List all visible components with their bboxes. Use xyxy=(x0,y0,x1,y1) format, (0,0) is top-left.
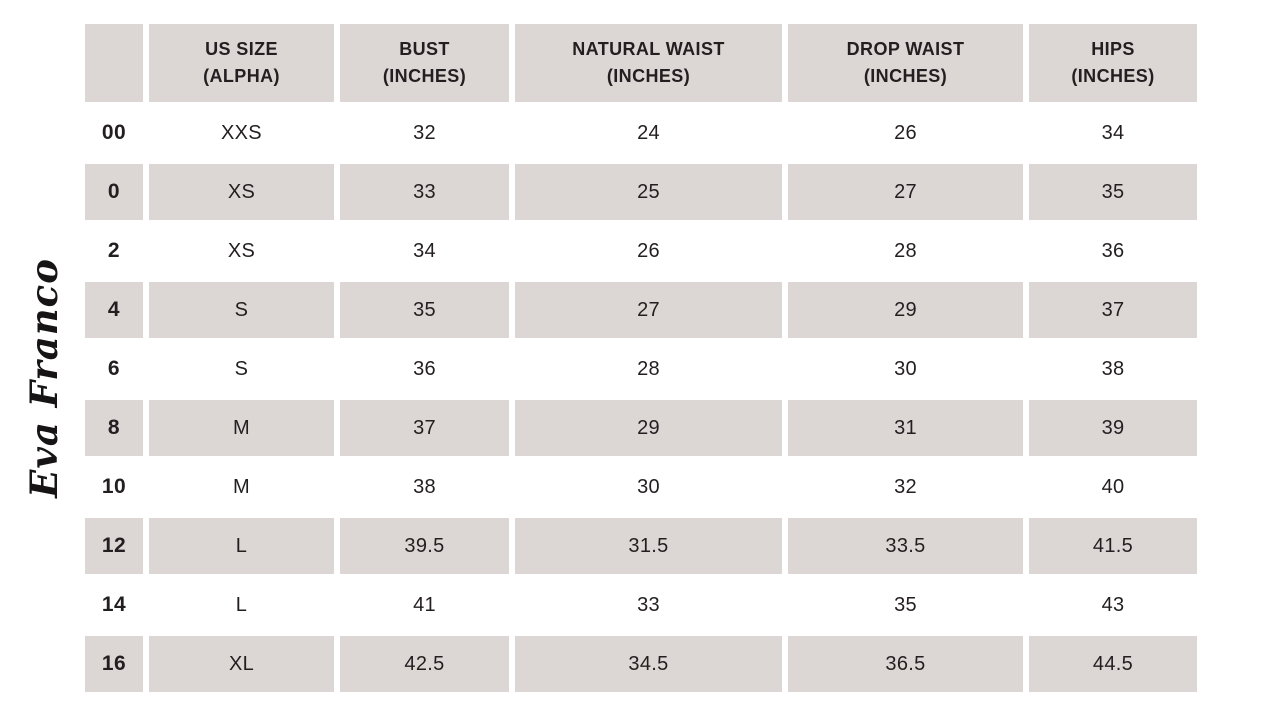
measurement-cell: M xyxy=(233,475,250,498)
measurement-cell: 34 xyxy=(413,239,436,262)
table-row: 00 XXS 32 24 26 34 xyxy=(85,105,1197,161)
table-row: 8 M 37 29 31 39 xyxy=(85,400,1197,456)
measurement-cell: 37 xyxy=(340,400,509,456)
measurement-cell: 27 xyxy=(788,164,1023,220)
measurement-cell: 32 xyxy=(413,121,436,144)
table-row: 0 XS 33 25 27 35 xyxy=(85,164,1197,220)
measurement-cell: S xyxy=(234,357,249,380)
header-row: US SIZE (ALPHA) BUST (INCHES) NATURAL WAIS… xyxy=(85,24,1197,102)
column-header: US SIZE (ALPHA) xyxy=(149,24,334,102)
table-row: 10 M 38 30 32 40 xyxy=(85,459,1197,515)
measurement-cell: XS xyxy=(227,239,256,262)
measurement-cell: XXS xyxy=(221,121,262,144)
measurement-cell: 34.5 xyxy=(515,636,782,692)
us-size-number-cell: 12 xyxy=(85,518,143,574)
measurement-cell: 38 xyxy=(413,475,436,498)
us-size-number-cell: 2 xyxy=(107,239,121,262)
measurement-cell: 25 xyxy=(515,164,782,220)
table-body: 00 XXS 32 24 26 34 0 XS 33 25 27 35 2 XS 34 26 28 36 4 S 35 2… xyxy=(85,105,1197,692)
measurement-cell: 30 xyxy=(637,475,660,498)
measurement-cell: XL xyxy=(149,636,334,692)
measurement-cell: 36 xyxy=(413,357,436,380)
size-chart-table: US SIZE (ALPHA) BUST (INCHES) NATURAL WAIS… xyxy=(79,21,1203,695)
column-header: NATURAL WAIST (INCHES) xyxy=(515,24,782,102)
column-header: BUST (INCHES) xyxy=(340,24,509,102)
measurement-cell: 44.5 xyxy=(1029,636,1197,692)
measurement-cell: 24 xyxy=(637,121,660,144)
us-size-number-cell: 6 xyxy=(107,357,121,380)
measurement-cell: 34 xyxy=(1101,121,1125,144)
us-size-number-cell: 10 xyxy=(101,475,127,498)
table-header: US SIZE (ALPHA) BUST (INCHES) NATURAL WAIS… xyxy=(85,24,1197,102)
table-row: 14 L 41 33 35 43 xyxy=(85,577,1197,633)
measurement-cell: 39 xyxy=(1029,400,1197,456)
measurement-cell: 42.5 xyxy=(340,636,509,692)
brand-logo: Eva Franco xyxy=(22,258,66,498)
measurement-cell: 41 xyxy=(413,593,436,616)
measurement-cell: 43 xyxy=(1101,593,1125,616)
measurement-cell: 38 xyxy=(1101,357,1125,380)
measurement-cell: 40 xyxy=(1101,475,1125,498)
measurement-cell: 35 xyxy=(1029,164,1197,220)
measurement-cell: 28 xyxy=(894,239,917,262)
measurement-cell: 30 xyxy=(894,357,917,380)
us-size-number-cell: 8 xyxy=(85,400,143,456)
us-size-number-cell: 14 xyxy=(101,593,127,616)
column-header: HIPS (INCHES) xyxy=(1029,24,1197,102)
measurement-cell: 26 xyxy=(894,121,917,144)
measurement-cell: 36.5 xyxy=(788,636,1023,692)
measurement-cell: 26 xyxy=(637,239,660,262)
measurement-cell: 36 xyxy=(1101,239,1125,262)
table-row: 16 XL 42.5 34.5 36.5 44.5 xyxy=(85,636,1197,692)
table-row: 6 S 36 28 30 38 xyxy=(85,341,1197,397)
measurement-cell: 31 xyxy=(788,400,1023,456)
measurement-cell: 32 xyxy=(894,475,917,498)
us-size-number-cell: 16 xyxy=(85,636,143,692)
measurement-cell: 37 xyxy=(1029,282,1197,338)
measurement-cell: 39.5 xyxy=(340,518,509,574)
us-size-number-cell: 0 xyxy=(85,164,143,220)
measurement-cell: 35 xyxy=(340,282,509,338)
measurement-cell: 33.5 xyxy=(788,518,1023,574)
table-row: 2 XS 34 26 28 36 xyxy=(85,223,1197,279)
measurement-cell: 28 xyxy=(637,357,660,380)
table-row: 4 S 35 27 29 37 xyxy=(85,282,1197,338)
measurement-cell: 29 xyxy=(515,400,782,456)
measurement-cell: 31.5 xyxy=(515,518,782,574)
measurement-cell: L xyxy=(235,593,248,616)
us-size-number-cell: 4 xyxy=(85,282,143,338)
measurement-cell: 33 xyxy=(637,593,660,616)
measurement-cell: XS xyxy=(149,164,334,220)
measurement-cell: S xyxy=(149,282,334,338)
table-row: 12 L 39.5 31.5 33.5 41.5 xyxy=(85,518,1197,574)
corner-header-cell xyxy=(85,24,143,102)
measurement-cell: 35 xyxy=(894,593,917,616)
measurement-cell: M xyxy=(149,400,334,456)
measurement-cell: 41.5 xyxy=(1029,518,1197,574)
measurement-cell: 33 xyxy=(340,164,509,220)
column-header: DROP WAIST (INCHES) xyxy=(788,24,1023,102)
measurement-cell: 29 xyxy=(788,282,1023,338)
us-size-number-cell: 00 xyxy=(101,121,127,144)
measurement-cell: 27 xyxy=(515,282,782,338)
measurement-cell: L xyxy=(149,518,334,574)
